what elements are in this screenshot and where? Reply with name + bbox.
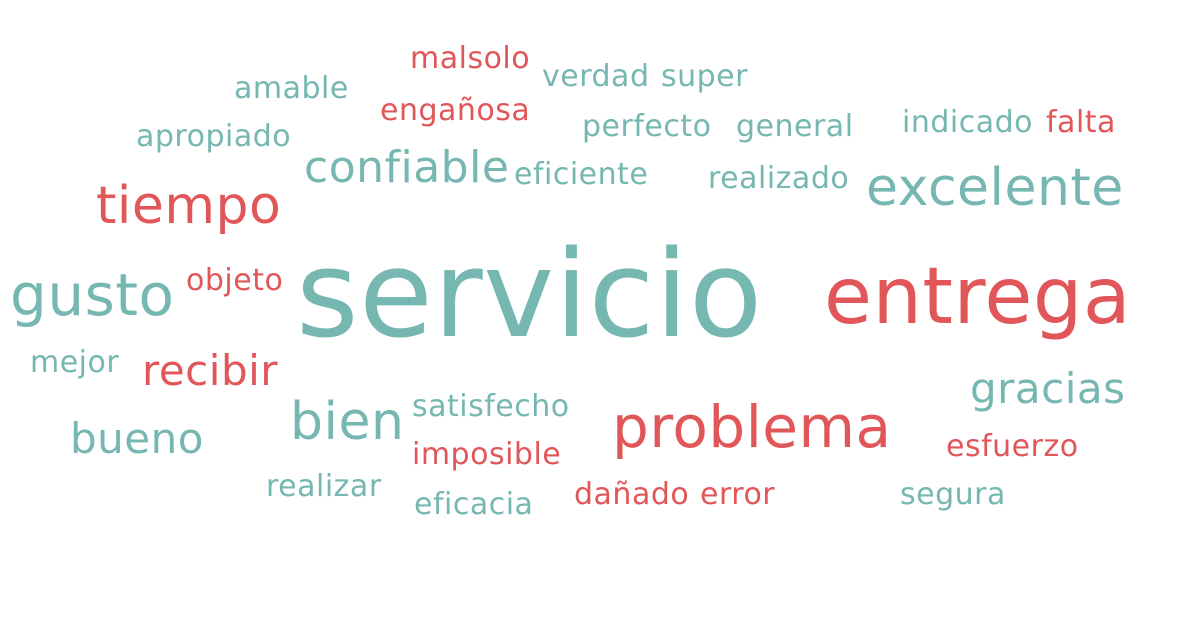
word-esfuerzo: esfuerzo [946, 429, 1079, 464]
word-problema: problema [612, 393, 892, 461]
word-recibir: recibir [142, 346, 279, 395]
word-servicio: servicio [296, 226, 763, 365]
word-segura: segura [900, 477, 1006, 512]
word-apropiado: apropiado [136, 119, 292, 154]
word-enganosa: engañosa [380, 93, 531, 128]
word-mejor: mejor [30, 345, 120, 380]
word-general: general [736, 109, 854, 144]
word-falta: falta [1046, 105, 1116, 140]
word-error: error [700, 477, 776, 512]
word-realizar: realizar [266, 469, 382, 504]
word-bien: bien [290, 392, 405, 452]
word-tiempo: tiempo [96, 176, 282, 236]
word-gusto: gusto [10, 261, 175, 329]
word-eficacia: eficacia [414, 487, 534, 522]
word-indicado: indicado [902, 105, 1034, 140]
word-objeto: objeto [186, 263, 284, 298]
word-danado: dañado [574, 477, 690, 512]
word-amable: amable [234, 71, 349, 106]
word-entrega: entrega [824, 252, 1132, 342]
word-realizado: realizado [708, 161, 850, 196]
word-perfecto: perfecto [582, 109, 712, 144]
word-excelente: excelente [866, 158, 1124, 218]
word-verdad: verdad [542, 59, 650, 94]
word-imposible: imposible [412, 437, 562, 472]
word-satisfecho: satisfecho [412, 389, 570, 424]
word-eficiente: eficiente [514, 157, 649, 192]
word-bueno: bueno [70, 414, 204, 463]
word-confiable: confiable [304, 142, 510, 193]
word-gracias: gracias [970, 364, 1126, 413]
word-malsolo: malsolo [410, 41, 531, 76]
word-super: super [661, 59, 748, 94]
